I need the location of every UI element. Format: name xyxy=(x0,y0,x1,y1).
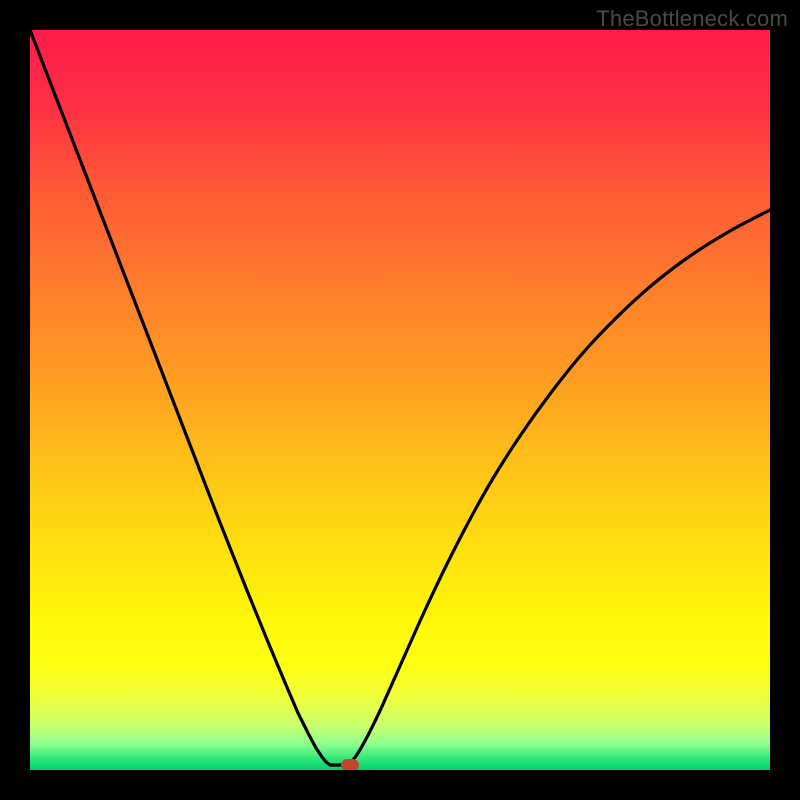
watermark-label: TheBottleneck.com xyxy=(596,6,788,32)
plot-svg xyxy=(30,30,770,770)
chart-container: TheBottleneck.com xyxy=(0,0,800,800)
plot-area xyxy=(30,30,770,770)
